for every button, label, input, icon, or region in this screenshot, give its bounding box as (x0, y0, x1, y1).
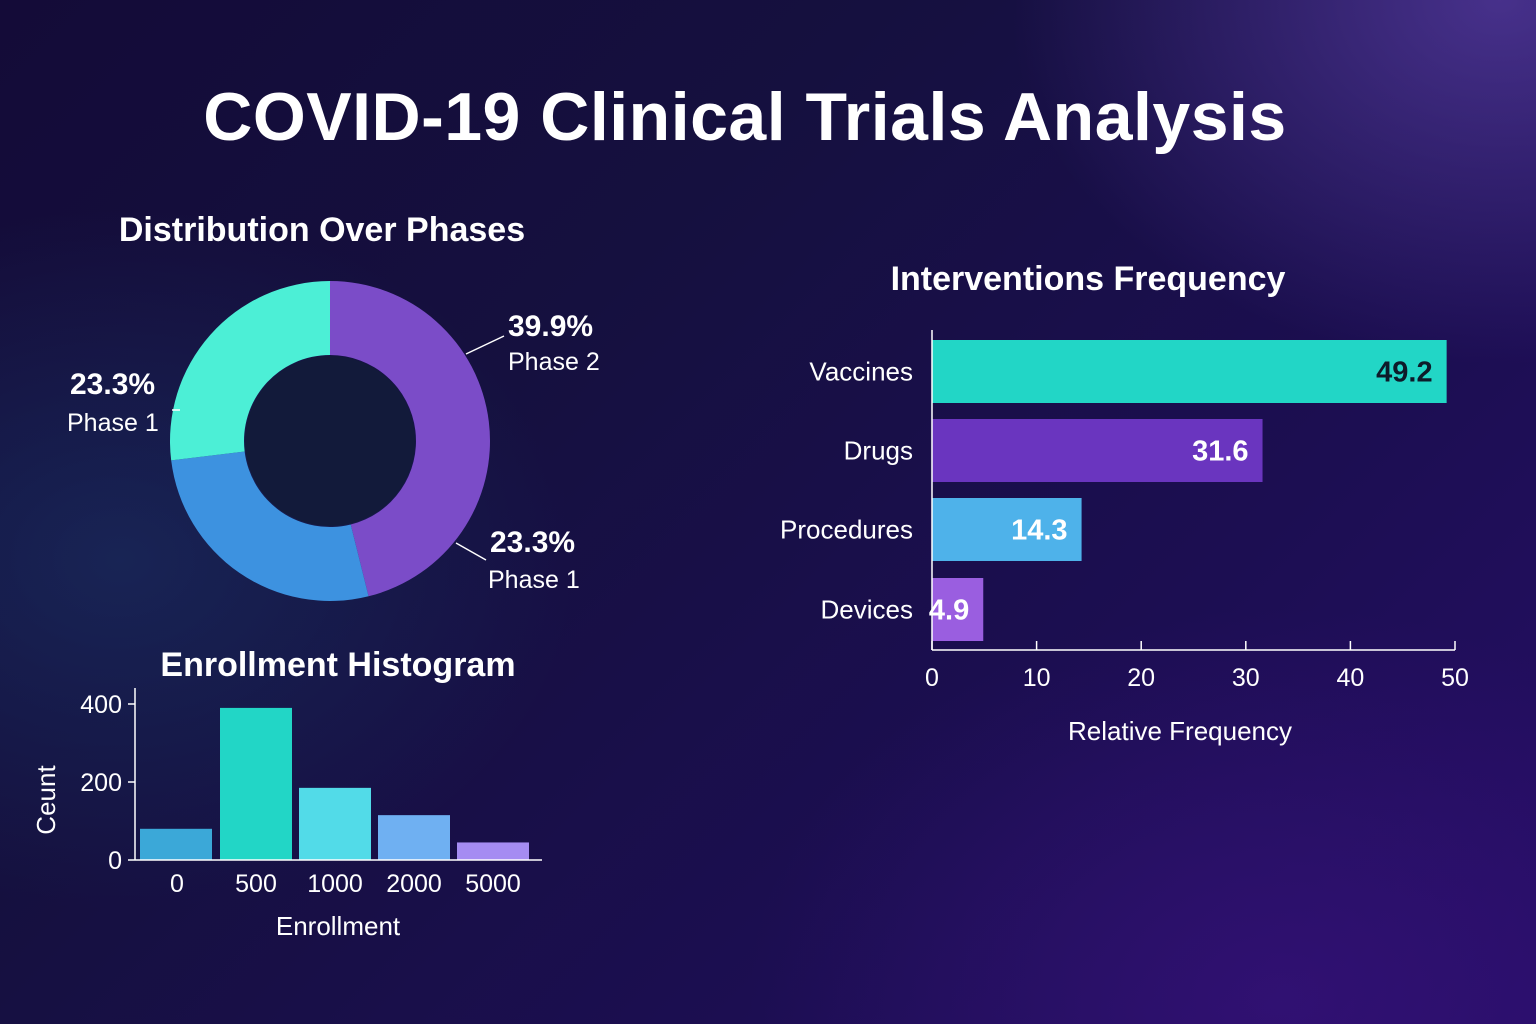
x-tick-label-20: 20 (1127, 664, 1155, 692)
slice-pct-phase2: 39.9% (508, 310, 593, 343)
histogram-x-axis-title: Enrollment (276, 911, 401, 941)
bar-procedures (932, 498, 1082, 561)
value-label-vaccines: 49.2 (1376, 357, 1432, 389)
histogram-ticks: 0 500 1000 2000 5000 0 200 400 (80, 691, 521, 898)
hist-x-tick-5000: 5000 (465, 870, 521, 898)
histogram-title: Enrollment Histogram (160, 646, 515, 684)
value-label-drugs: 31.6 (1192, 436, 1248, 468)
histogram-y-axis-title: Ceunt (31, 765, 61, 835)
hist-bar-5000 (457, 842, 529, 860)
x-tick-label-30: 30 (1232, 664, 1260, 692)
bar-devices (932, 578, 984, 641)
slice-label-phase1-bottom: Phase 1 (488, 566, 580, 594)
donut-panel: Distribution Over Phases 39.9% Phase 2 2… (67, 211, 600, 602)
category-label-drugs: Drugs (844, 436, 913, 466)
bar-vaccines (932, 340, 1447, 403)
hist-y-tick-400: 400 (80, 691, 122, 719)
hist-bar-0 (140, 828, 212, 860)
donut-slices (170, 281, 491, 602)
page-title: COVID-19 Clinical Trials Analysis (203, 79, 1287, 155)
interventions-title: Interventions Frequency (891, 260, 1286, 298)
hist-bar-2000 (378, 815, 450, 860)
slice-pct-phase1-bottom: 23.3% (490, 526, 575, 559)
interventions-x-axis-title: Relative Frequency (1068, 716, 1292, 746)
hist-x-tick-1000: 1000 (307, 870, 363, 898)
category-label-devices: Devices (821, 595, 913, 625)
donut-slice-1 (171, 451, 369, 602)
bar-drugs (932, 419, 1263, 482)
interventions-x-ticks: 0 10 20 30 40 50 (925, 641, 1469, 692)
interventions-bars: Vaccines 49.2 Drugs 31.6 Procedures 14.3 Devic… (780, 340, 1447, 641)
donut-title: Distribution Over Phases (119, 211, 525, 249)
x-tick-label-40: 40 (1336, 664, 1364, 692)
slice-pct-phase1-left: 23.3% (70, 368, 155, 401)
hist-bar-500 (220, 707, 292, 860)
category-label-vaccines: Vaccines (809, 357, 913, 387)
hist-x-tick-0: 0 (170, 870, 184, 898)
leader-line-phase2 (465, 335, 505, 355)
hist-x-tick-500: 500 (235, 870, 277, 898)
hist-y-tick-200: 200 (80, 769, 122, 797)
donut-slice-2 (170, 281, 330, 461)
hist-x-tick-2000: 2000 (386, 870, 442, 898)
histogram-bars (140, 707, 529, 860)
leader-line-phase1-bottom (455, 542, 487, 561)
hist-y-tick-0: 0 (108, 847, 122, 875)
histogram-panel: Enrollment Histogram 0 500 1000 2000 5000 0 20… (31, 646, 542, 941)
slice-label-phase1-left: Phase 1 (67, 409, 159, 437)
value-label-devices: 4.9 (929, 595, 969, 627)
x-tick-label-10: 10 (1023, 664, 1051, 692)
x-tick-label-0: 0 (925, 664, 939, 692)
category-label-procedures: Procedures (780, 515, 913, 545)
value-label-procedures: 14.3 (1011, 515, 1067, 547)
x-tick-label-50: 50 (1441, 664, 1469, 692)
hist-bar-1000 (299, 787, 371, 860)
interventions-panel: Interventions Frequency Vaccines 49.2 Drug… (780, 260, 1469, 746)
donut-hole (245, 356, 415, 526)
donut-slice-0 (330, 281, 491, 597)
slice-label-phase2: Phase 2 (508, 348, 600, 376)
